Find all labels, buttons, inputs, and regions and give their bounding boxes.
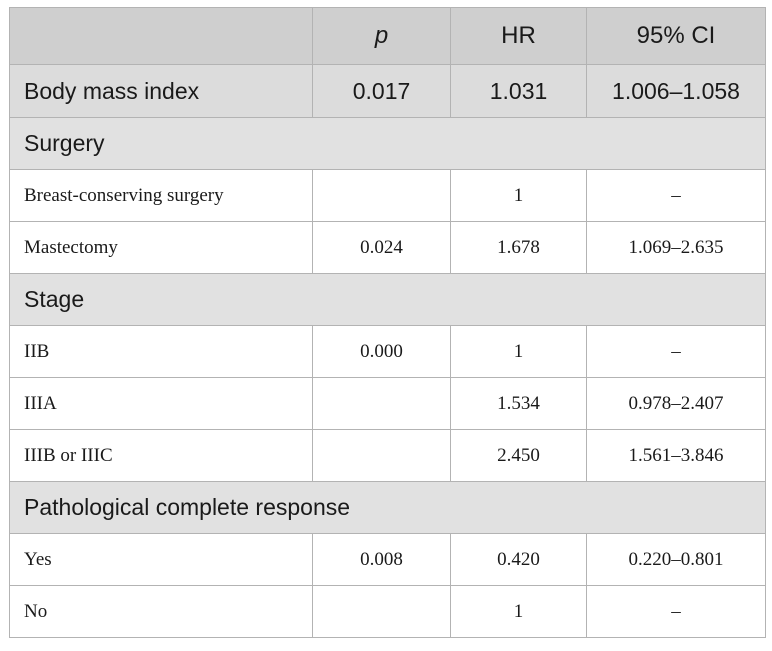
- hazard-ratio-table: p HR 95% CI Body mass index 0.017 1.031 …: [9, 7, 766, 638]
- bmi-row: Body mass index 0.017 1.031 1.006–1.058: [9, 64, 766, 118]
- row-hazard-ratio: 2.450: [450, 429, 587, 482]
- row-confidence-interval: 0.220–0.801: [586, 533, 766, 586]
- row-confidence-interval: 1.069–2.635: [586, 221, 766, 274]
- row-hazard-ratio: 1.031: [450, 64, 587, 118]
- table-row: Mastectomy 0.024 1.678 1.069–2.635: [9, 221, 766, 274]
- table-row: No 1 –: [9, 585, 766, 638]
- header-confidence-interval: 95% CI: [586, 7, 766, 65]
- row-label: Mastectomy: [9, 221, 313, 274]
- row-label: IIB: [9, 325, 313, 378]
- table-row: IIIB or IIIC 2.450 1.561–3.846: [9, 429, 766, 482]
- section-surgery: Surgery: [9, 117, 766, 170]
- section-title: Surgery: [9, 117, 766, 170]
- section-stage: Stage: [9, 273, 766, 326]
- section-title: Pathological complete response: [9, 481, 766, 534]
- row-p-value: 0.008: [312, 533, 451, 586]
- table-row: IIIA 1.534 0.978–2.407: [9, 377, 766, 430]
- header-hazard-ratio: HR: [450, 7, 587, 65]
- row-hazard-ratio: 1: [450, 585, 587, 638]
- row-p-value: 0.000: [312, 325, 451, 378]
- row-hazard-ratio: 0.420: [450, 533, 587, 586]
- table-row: Yes 0.008 0.420 0.220–0.801: [9, 533, 766, 586]
- row-confidence-interval: –: [586, 169, 766, 222]
- header-p-value: p: [312, 7, 451, 65]
- header-variable: [9, 7, 313, 65]
- row-p-value: [312, 377, 451, 430]
- row-p-value: 0.017: [312, 64, 451, 118]
- section-title: Stage: [9, 273, 766, 326]
- row-p-value: 0.024: [312, 221, 451, 274]
- section-pathological-complete-response: Pathological complete response: [9, 481, 766, 534]
- row-confidence-interval: –: [586, 585, 766, 638]
- row-label: Breast-conserving surgery: [9, 169, 313, 222]
- row-hazard-ratio: 1.678: [450, 221, 587, 274]
- row-confidence-interval: 1.561–3.846: [586, 429, 766, 482]
- row-confidence-interval: –: [586, 325, 766, 378]
- row-hazard-ratio: 1: [450, 325, 587, 378]
- header-row: p HR 95% CI: [9, 7, 766, 65]
- row-hazard-ratio: 1.534: [450, 377, 587, 430]
- row-confidence-interval: 0.978–2.407: [586, 377, 766, 430]
- row-p-value: [312, 585, 451, 638]
- row-label: No: [9, 585, 313, 638]
- row-p-value: [312, 169, 451, 222]
- row-hazard-ratio: 1: [450, 169, 587, 222]
- row-label: Yes: [9, 533, 313, 586]
- row-label: IIIA: [9, 377, 313, 430]
- table-row: Breast-conserving surgery 1 –: [9, 169, 766, 222]
- row-label: IIIB or IIIC: [9, 429, 313, 482]
- row-p-value: [312, 429, 451, 482]
- table-row: IIB 0.000 1 –: [9, 325, 766, 378]
- row-label: Body mass index: [9, 64, 313, 118]
- row-confidence-interval: 1.006–1.058: [586, 64, 766, 118]
